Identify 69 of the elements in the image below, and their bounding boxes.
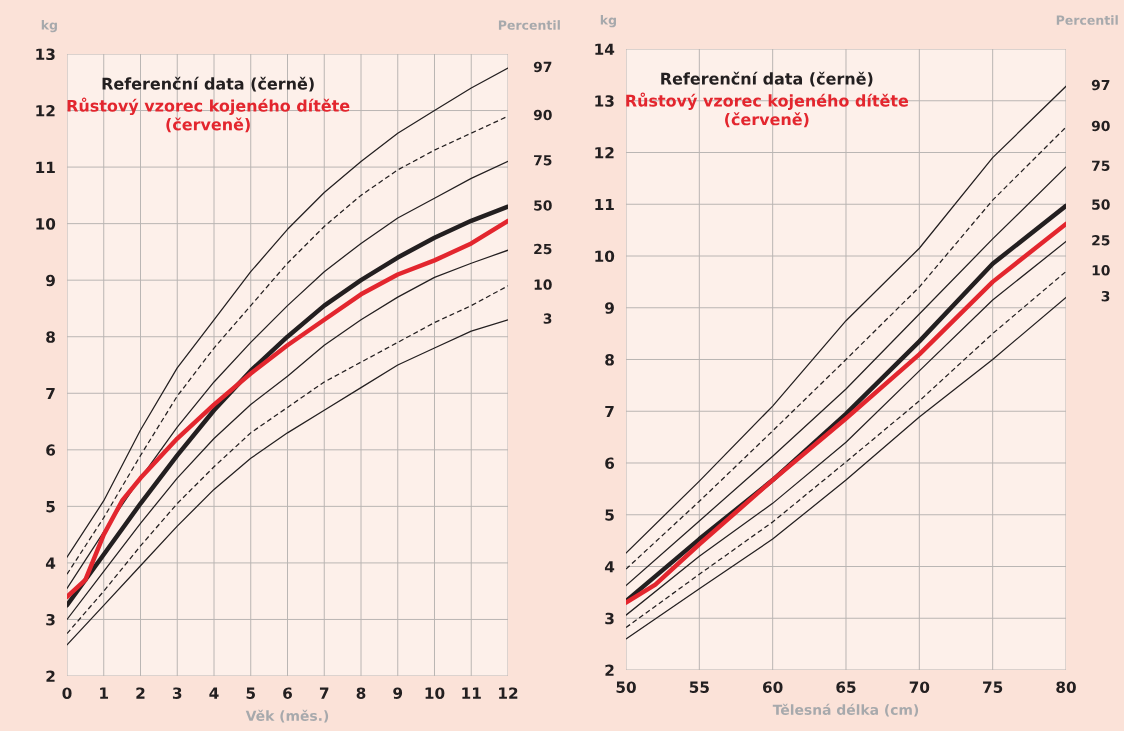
y-tick-label: 6 <box>46 444 56 456</box>
y-tick-label: 9 <box>46 274 55 287</box>
text: Růstový vzorec kojeného dítěte (červeně) <box>626 92 909 128</box>
x-axis-title: Věk (měs.) <box>245 709 329 723</box>
x-tick-label: 60 <box>762 681 783 693</box>
y-tick-label: 5 <box>605 509 614 521</box>
y-tick-label: 7 <box>605 405 614 418</box>
y-tick-label: 5 <box>46 501 55 513</box>
text: Percentil <box>498 20 560 30</box>
y-tick-label: 8 <box>605 353 614 366</box>
x-tick-label: 50 <box>616 681 636 693</box>
y-tick-label: 8 <box>46 331 55 343</box>
y-tick-label: 11 <box>595 198 614 211</box>
series-label: 25 <box>534 243 552 255</box>
x-tick-label: 2 <box>136 687 145 699</box>
x-axis-title: Tělesná délka (cm) <box>772 703 919 717</box>
text: 3 <box>1101 290 1110 302</box>
x-tick-label: 70 <box>909 681 930 693</box>
text: Percentil <box>1056 15 1118 25</box>
y-tick-label: 13 <box>36 48 55 61</box>
x-tick-label: 5 <box>246 687 255 699</box>
x-tick-label: 4 <box>209 687 219 699</box>
y-tick-label: 3 <box>605 612 614 625</box>
x-tick-label: 7 <box>319 687 329 699</box>
x-tick-label: 12 <box>499 687 518 699</box>
x-tick-label: 8 <box>356 687 366 699</box>
y-tick-label: 12 <box>36 105 55 117</box>
x-tick-label: 3 <box>172 687 182 699</box>
y-tick-label: 7 <box>46 387 55 400</box>
series-label: 50 <box>534 200 552 211</box>
series-label: 25 <box>1092 235 1110 246</box>
series-label: 10 <box>1092 265 1110 276</box>
y-tick-label: 10 <box>595 250 615 263</box>
series-label: 90 <box>1091 120 1110 132</box>
text: Růstový vzorec kojeného dítěte (červeně) <box>67 97 350 133</box>
x-tick-label: 1 <box>100 687 109 699</box>
text: Referenční data (černě) <box>661 71 873 87</box>
x-tick-label: 75 <box>983 681 1003 693</box>
series-label: 97 <box>1091 79 1110 91</box>
y-tick-label: 3 <box>46 613 55 626</box>
text: 3 <box>543 313 552 324</box>
y-tick-label: 9 <box>605 302 614 314</box>
text: Referenční data (černě) <box>102 76 314 92</box>
y-tick-label: 4 <box>45 557 56 569</box>
x-tick-label: 6 <box>283 687 292 699</box>
y-tick-label: 13 <box>595 95 614 107</box>
series-label: 75 <box>1092 160 1110 172</box>
y-axis-title: kg <box>41 20 57 33</box>
series-label: 97 <box>533 61 552 73</box>
x-tick-label: 80 <box>1056 681 1076 693</box>
x-tick-label: 10 <box>425 687 445 699</box>
y-tick-label: 2 <box>605 664 614 676</box>
series-label: 90 <box>533 109 552 121</box>
series-label: 75 <box>534 155 552 166</box>
y-axis-title: kg <box>600 15 616 28</box>
y-tick-label: 6 <box>605 457 615 470</box>
y-tick-label: 14 <box>595 43 615 55</box>
y-tick-label: 11 <box>36 161 55 173</box>
x-tick-label: 55 <box>689 681 709 693</box>
x-tick-label: 9 <box>393 687 403 699</box>
series-label: 10 <box>534 279 552 290</box>
x-tick-label: 11 <box>462 687 481 699</box>
y-tick-label: 4 <box>604 561 615 573</box>
y-tick-label: 12 <box>595 146 614 159</box>
y-tick-label: 10 <box>36 218 56 230</box>
x-tick-label: 65 <box>836 681 856 693</box>
x-tick-label: 0 <box>62 687 72 699</box>
series-label: 50 <box>1092 199 1110 210</box>
y-tick-label: 2 <box>46 670 55 682</box>
